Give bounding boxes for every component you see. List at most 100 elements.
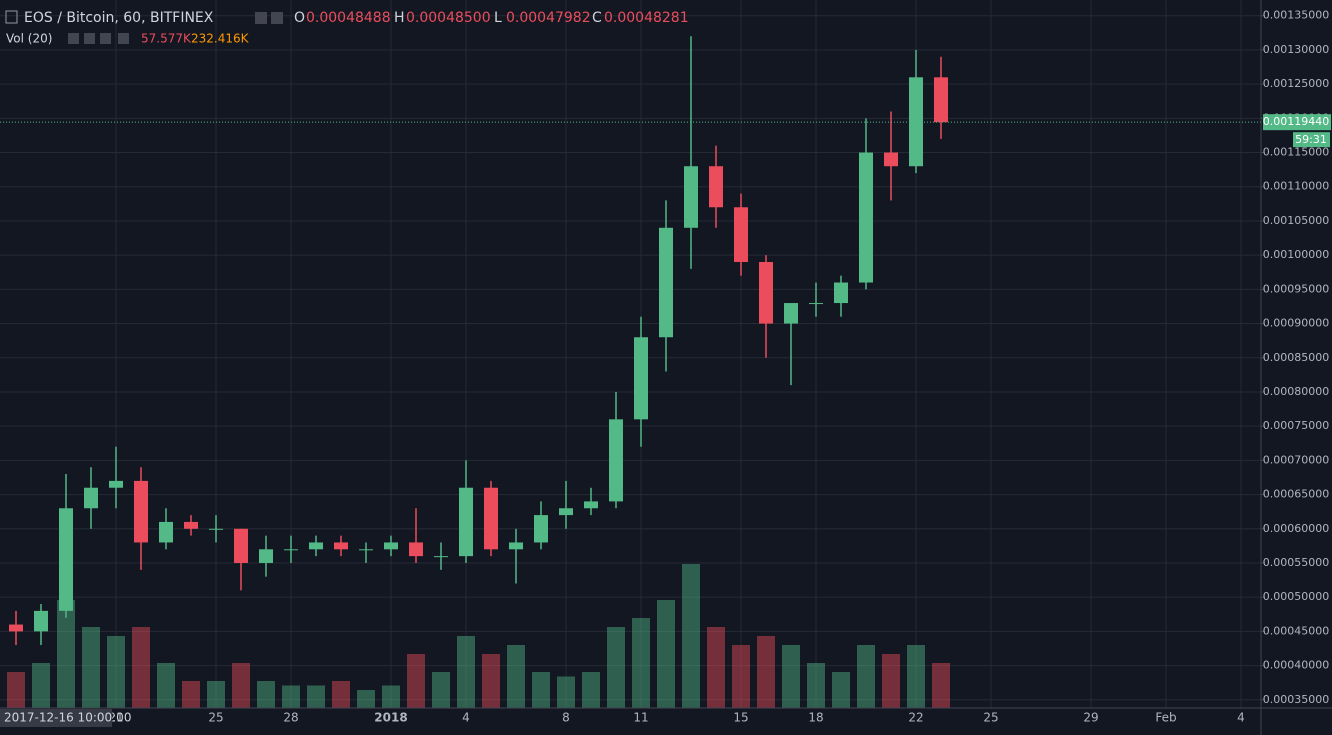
open-value: 0.00048488 (306, 10, 391, 26)
icon[interactable] (118, 33, 129, 44)
y-tick-label: 0.00095000 (1263, 282, 1329, 295)
volume-bar (832, 672, 850, 708)
candle-body (484, 487, 498, 550)
close-label: C (592, 10, 602, 26)
volume-bar (782, 645, 800, 708)
volume-bar (757, 636, 775, 708)
y-tick-label: 0.00110000 (1263, 180, 1329, 193)
y-tick-label: 0.00115000 (1263, 146, 1329, 159)
candle-body (9, 624, 23, 632)
volume-bar (882, 654, 900, 708)
x-tick-label: 21 (108, 711, 123, 725)
candle-body (259, 549, 273, 563)
y-tick-label: 0.00035000 (1263, 693, 1329, 706)
y-tick-label: 0.00100000 (1263, 248, 1329, 261)
y-tick-label: 0.00090000 (1263, 317, 1329, 330)
volume-bar (257, 681, 275, 708)
volume-bar (57, 600, 75, 708)
crosshair-time-box (0, 709, 112, 727)
x-tick-label: 25 (208, 711, 223, 725)
candle-body (59, 508, 73, 611)
candle-body (809, 303, 823, 305)
x-tick-label: 11 (633, 711, 648, 725)
high-value: 0.00048500 (406, 10, 491, 26)
candle-body (659, 227, 673, 338)
volume-label: Vol (20) (6, 32, 52, 46)
x-tick-label: 15 (733, 711, 748, 725)
candle-body (309, 542, 323, 550)
volume-bar (932, 663, 950, 708)
x-tick-label: 25 (983, 711, 998, 725)
candle-body (159, 521, 173, 543)
icon[interactable] (271, 12, 283, 24)
candle-body (759, 261, 773, 324)
volume-bar (682, 564, 700, 708)
volume-bar (507, 645, 525, 708)
y-tick-label: 0.00065000 (1263, 488, 1329, 501)
x-tick-label: 2018 (374, 711, 407, 725)
volume-bar (357, 690, 375, 708)
candle-body (834, 282, 848, 304)
volume-bar (207, 681, 225, 708)
low-label: L (494, 10, 502, 26)
volume-value: 57.577K (141, 32, 192, 46)
y-tick-label: 0.00075000 (1263, 419, 1329, 432)
y-tick-label: 0.00130000 (1263, 43, 1329, 56)
candle-body (934, 77, 948, 123)
icon[interactable] (68, 33, 79, 44)
candle-body (284, 549, 298, 551)
candle-body (84, 487, 98, 509)
x-tick-label: 4 (1237, 711, 1245, 725)
volume-bar (457, 636, 475, 708)
volume-bar (807, 663, 825, 708)
candle-body (184, 521, 198, 529)
volume-bar (282, 685, 300, 708)
volume-bar (657, 600, 675, 708)
close-value: 0.00048281 (604, 10, 689, 26)
x-tick-label: 28 (283, 711, 298, 725)
volume-bar (432, 672, 450, 708)
volume-ma-value: 232.416K (191, 32, 250, 46)
volume-bar (582, 672, 600, 708)
candle-body (634, 337, 648, 420)
volume-bar (32, 663, 50, 708)
candle-body (859, 152, 873, 283)
volume-bar (632, 618, 650, 708)
volume-bar (532, 672, 550, 708)
x-tick-label: 4 (462, 711, 470, 725)
y-tick-label: 0.00105000 (1263, 214, 1329, 227)
x-tick-label: 22 (908, 711, 923, 725)
countdown-tag (1293, 132, 1330, 148)
candle-body (559, 508, 573, 516)
last-price-tag (1263, 114, 1331, 131)
candle-body (434, 556, 448, 558)
volume-bar (182, 681, 200, 708)
candle-body (134, 480, 148, 543)
candle-body (684, 166, 698, 228)
x-tick-label: 18 (808, 711, 823, 725)
volume-bar (907, 645, 925, 708)
y-tick-label: 0.00045000 (1263, 624, 1329, 637)
icon[interactable] (255, 12, 267, 24)
candle-body (734, 207, 748, 262)
candle-body (109, 480, 123, 488)
volume-bar (157, 663, 175, 708)
y-tick-label: 0.00060000 (1263, 522, 1329, 535)
axes: 0.00035000 0.00040000 0.00045000 0.00050000… (108, 9, 1331, 725)
candle-body (584, 501, 598, 509)
volume-bar (857, 645, 875, 708)
grid (0, 0, 1261, 708)
volume-bar (332, 681, 350, 708)
icon[interactable] (100, 33, 111, 44)
y-tick-label: 0.00080000 (1263, 385, 1329, 398)
candle-body (509, 542, 523, 550)
candle-body (884, 152, 898, 167)
symbol: EOS / Bitcoin, 60, BITFINEX (24, 10, 214, 26)
candle-body (234, 528, 248, 563)
volume-bar (557, 676, 575, 708)
icon[interactable] (84, 33, 95, 44)
candle-body (709, 166, 723, 208)
collapse-icon[interactable] (5, 10, 18, 24)
countdown: 59:31 (1295, 133, 1327, 146)
